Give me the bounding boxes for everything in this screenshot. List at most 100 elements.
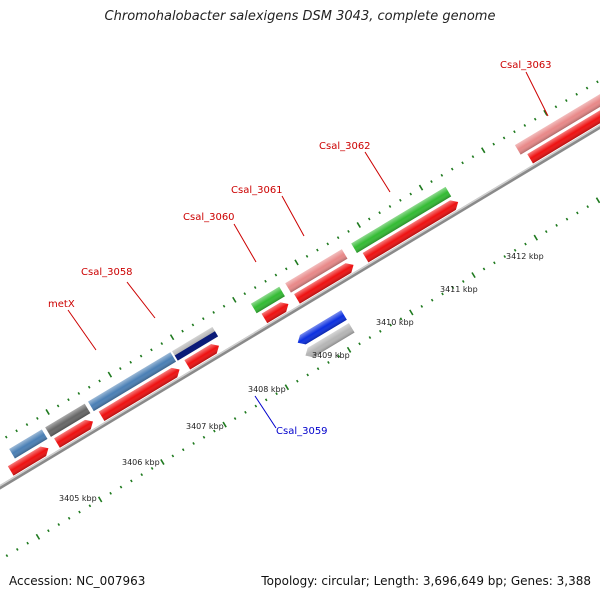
minor-tick [109, 491, 112, 495]
Csal_3062-shading [351, 186, 452, 253]
forward-tick-row [4, 80, 599, 439]
minor-tick [585, 86, 589, 90]
minor-tick [254, 404, 258, 408]
minor-tick [87, 385, 91, 389]
minor-tick [4, 435, 8, 439]
minor-tick [212, 310, 215, 314]
minor-tick [513, 248, 517, 252]
minor-tick [305, 254, 309, 258]
kbp-label-3407: 3407 kbp [186, 422, 224, 431]
minor-tick [150, 466, 154, 470]
minor-tick [264, 398, 268, 402]
minor-tick [389, 323, 392, 327]
minor-tick [358, 342, 361, 346]
minor-tick [243, 292, 247, 296]
gene-b-shading [45, 403, 91, 437]
accession-text: Accession: NC_007963 [9, 574, 146, 588]
leader-csal-3059 [254, 395, 277, 429]
label-csal-3062[interactable]: Csal_3062 [319, 141, 371, 152]
minor-tick [378, 211, 381, 215]
major-tick [97, 496, 103, 503]
Csal_3059-shading [297, 310, 347, 345]
map-title: Chromohalobacter salexigens DSM 3043, co… [104, 9, 496, 24]
minor-tick [26, 541, 29, 545]
major-tick [169, 334, 175, 341]
minor-tick [492, 142, 496, 146]
rotated-track-frame [0, 80, 600, 558]
minor-tick [67, 516, 71, 520]
label-csal-3061[interactable]: Csal_3061 [231, 185, 283, 196]
label-csal-3060[interactable]: Csal_3060 [183, 212, 235, 223]
minor-tick [555, 223, 558, 227]
backbone-highlight [0, 87, 600, 522]
kbp-label-3406: 3406 kbp [122, 458, 160, 467]
minor-tick [596, 80, 599, 84]
minor-tick [554, 105, 558, 109]
label-csal-3059[interactable]: Csal_3059 [276, 426, 328, 437]
leader-csal-3062 [364, 151, 391, 193]
feature-csal-3058-dark-band [174, 331, 219, 361]
kbp-label-3408: 3408 kbp [248, 385, 286, 394]
minor-tick [399, 198, 402, 202]
minor-tick [57, 523, 61, 526]
major-tick [481, 147, 486, 154]
minor-tick [367, 217, 371, 221]
major-tick [294, 259, 299, 266]
cds-arrow-shading [98, 367, 180, 422]
kbp-label-3409: 3409 kbp [312, 351, 350, 360]
minor-tick [47, 529, 50, 533]
minor-tick [461, 161, 464, 165]
major-tick [418, 184, 424, 191]
minor-tick [493, 261, 496, 265]
kbp-label-3411: 3411 kbp [440, 285, 478, 294]
minor-tick [565, 99, 568, 102]
minor-tick [565, 217, 569, 221]
minor-tick [440, 173, 444, 177]
major-tick [471, 272, 476, 279]
minor-tick [441, 292, 444, 296]
minor-tick [451, 286, 455, 290]
minor-tick [171, 454, 175, 458]
kbp-scale-labels: 3405 kbp 3406 kbp 3407 kbp 3408 kbp 3409… [59, 252, 544, 503]
minor-tick [160, 342, 164, 346]
minor-tick [576, 211, 579, 215]
genome-summary-text: Topology: circular; Length: 3,696,649 bp… [261, 574, 591, 588]
reverse-tick-row [5, 197, 600, 558]
minor-tick [586, 205, 590, 209]
cds-arrow-shading [294, 263, 354, 304]
minor-tick [533, 117, 537, 121]
major-tick [284, 384, 290, 391]
minor-tick [67, 398, 70, 402]
minor-tick [336, 236, 340, 240]
minor-tick [222, 304, 226, 308]
minor-tick [244, 410, 247, 414]
kbp-label-3412: 3412 kbp [506, 252, 544, 261]
minor-tick [202, 435, 206, 439]
minor-tick [15, 547, 19, 551]
cds-arrow-shading [527, 105, 600, 164]
minor-tick [139, 354, 143, 358]
major-tick [160, 459, 165, 465]
minor-tick [347, 229, 350, 233]
minor-tick [233, 417, 237, 421]
major-tick [356, 222, 362, 229]
label-csal-3063[interactable]: Csal_3063 [500, 60, 552, 71]
minor-tick [523, 124, 527, 127]
minor-tick [420, 304, 424, 308]
minor-tick [575, 92, 578, 96]
minor-tick [15, 429, 18, 433]
label-metX[interactable]: metX [48, 299, 75, 310]
minor-tick [368, 336, 372, 339]
leader-csal-3060 [233, 223, 257, 263]
cds-arrow-shading [54, 419, 93, 448]
minor-tick [482, 267, 486, 271]
minor-tick [119, 367, 122, 370]
label-csal-3058[interactable]: Csal_3058 [81, 267, 133, 278]
major-tick [222, 421, 227, 428]
minor-tick [274, 273, 278, 277]
minor-tick [471, 155, 475, 159]
minor-tick [502, 136, 506, 140]
leader-lines [67, 71, 549, 429]
gene-a-shading [9, 429, 48, 459]
